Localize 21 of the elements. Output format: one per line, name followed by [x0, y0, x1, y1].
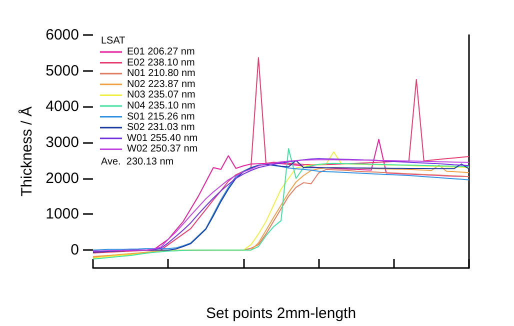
y-tick-label: 2000: [46, 170, 79, 187]
annotation: Ave. 230.13 nm: [101, 156, 174, 168]
y-axis-title: Thickness / Å: [18, 106, 36, 197]
y-tick-label: 6000: [46, 26, 79, 44]
legend-label: N02 223.87 nm: [127, 78, 196, 90]
legend-label: N04 235.10 nm: [127, 100, 196, 112]
legend-label: E01 206.27 nm: [127, 46, 195, 58]
legend-label: S02 231.03 nm: [127, 122, 195, 134]
y-tick-label: 5000: [46, 62, 79, 80]
legend-label: S01 215.26 nm: [127, 111, 195, 122]
x-axis-title: Set points 2mm-length: [206, 305, 356, 322]
legend-label: N03 235.07 nm: [127, 90, 196, 101]
y-tick-label: 4000: [46, 98, 79, 116]
y-tick-label: 1000: [46, 206, 79, 223]
legend-label: N01 210.80 nm: [127, 68, 196, 80]
legend-title: LSAT: [101, 36, 126, 46]
y-tick-label: 0: [70, 242, 79, 259]
legend-label: W02 250.37 nm: [127, 144, 198, 155]
y-tick-label: 3000: [46, 134, 79, 152]
legend-label: W01 255.40 nm: [127, 132, 198, 144]
legend-label: E02 238.10 nm: [127, 57, 195, 68]
